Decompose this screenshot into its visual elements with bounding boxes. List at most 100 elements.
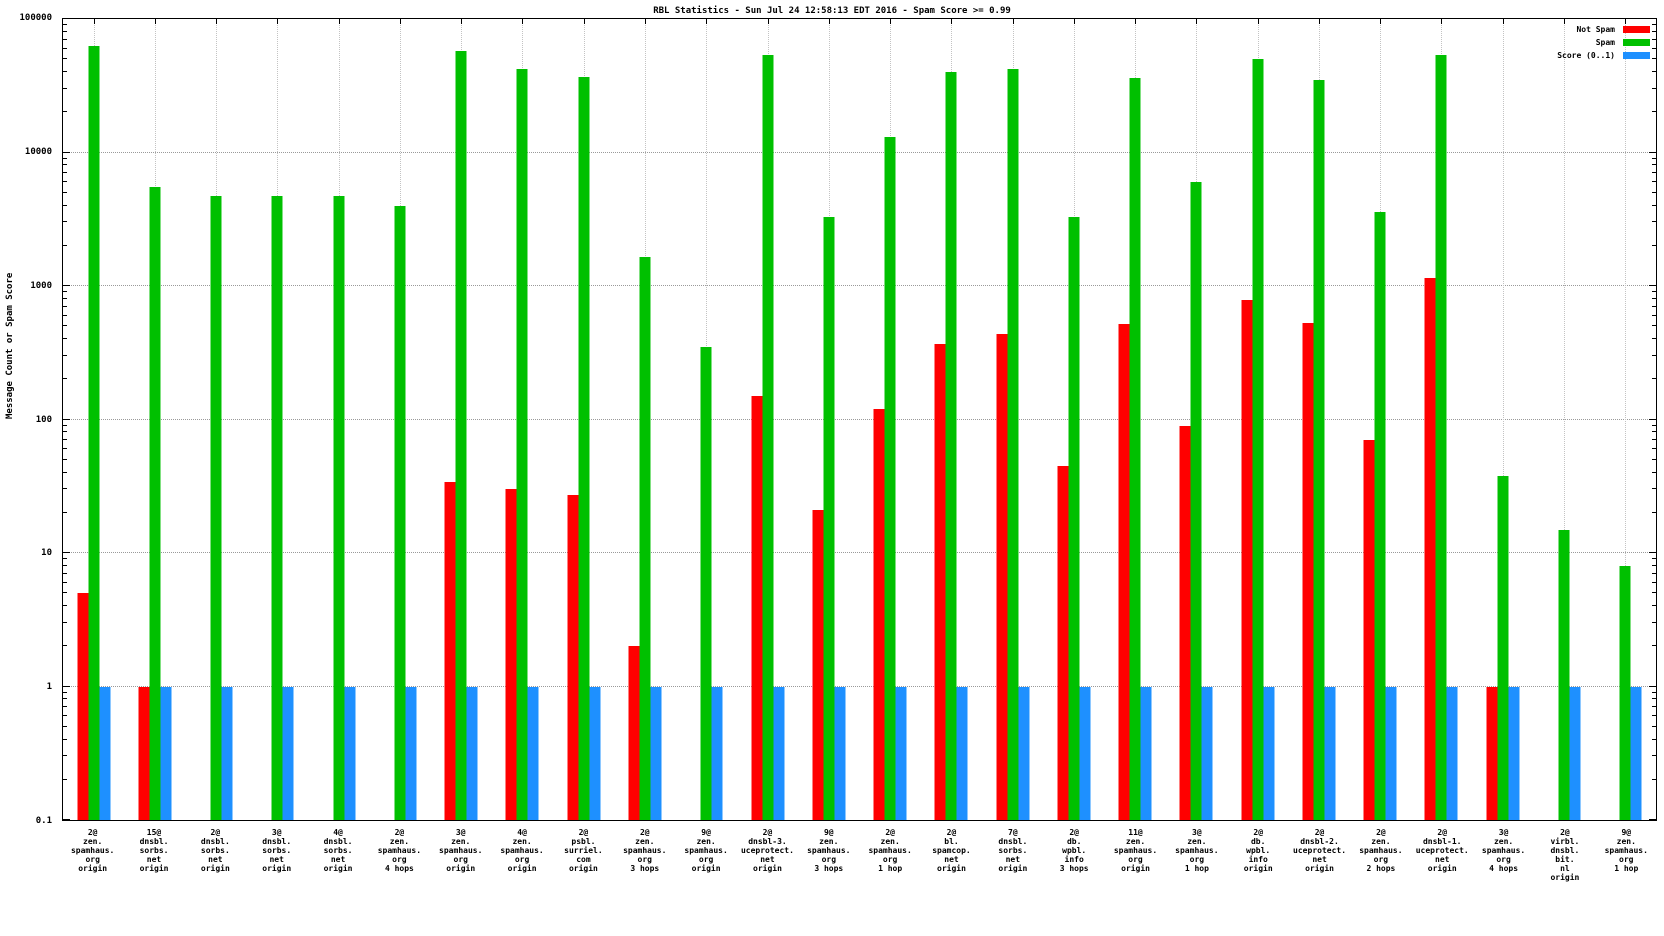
bar-spam bbox=[1435, 54, 1447, 820]
x-label-line: 2@ bbox=[394, 828, 405, 837]
x-tick-top bbox=[767, 19, 769, 24]
y-minor-tick bbox=[63, 439, 67, 441]
h-gridline bbox=[63, 685, 1656, 687]
x-category-label: 2@ dnsbl-2. uceprotect. net origin bbox=[1289, 825, 1350, 882]
bar-score-0-1 bbox=[1018, 686, 1030, 820]
bar-score-0-1 bbox=[1385, 686, 1397, 820]
bar-cluster bbox=[996, 19, 1030, 820]
category-slot bbox=[1288, 19, 1349, 820]
y-major-tick bbox=[1649, 418, 1656, 420]
bar-cluster bbox=[322, 19, 356, 820]
x-label-line: spamhaus. bbox=[1481, 846, 1526, 855]
y-minor-tick bbox=[63, 691, 67, 693]
category-slot bbox=[1350, 19, 1411, 820]
category-slot bbox=[921, 19, 982, 820]
bar-spam bbox=[1374, 211, 1386, 820]
x-label-line: 3 hops bbox=[814, 864, 844, 873]
x-label-line: origin bbox=[691, 864, 721, 873]
category-slot bbox=[1105, 19, 1166, 820]
y-major-tick bbox=[63, 151, 70, 153]
y-minor-tick bbox=[63, 47, 67, 49]
y-minor-tick bbox=[63, 431, 67, 433]
category-slot bbox=[1533, 19, 1594, 820]
x-label-line: origin bbox=[1427, 864, 1457, 873]
y-minor-tick bbox=[1652, 691, 1656, 693]
x-tick-top bbox=[461, 19, 463, 24]
y-minor-tick bbox=[63, 191, 67, 193]
y-minor-tick bbox=[63, 58, 67, 60]
bar-cluster bbox=[1179, 19, 1213, 820]
category-slot bbox=[1411, 19, 1472, 820]
y-minor-tick bbox=[1652, 354, 1656, 356]
bar-cluster bbox=[383, 19, 417, 820]
bar-spam bbox=[88, 45, 100, 820]
bar-score-0-1 bbox=[1446, 686, 1458, 820]
y-minor-tick bbox=[1652, 244, 1656, 246]
y-minor-tick bbox=[1652, 71, 1656, 73]
x-category-label: 3@ zen. spamhaus. org 4 hops bbox=[1473, 825, 1534, 882]
legend-row: Score (0..1) bbox=[1557, 49, 1650, 62]
bar-spam bbox=[1068, 216, 1080, 820]
bar-spam bbox=[271, 196, 283, 820]
x-label-line: dnsbl-3. bbox=[748, 837, 787, 846]
x-label-line: net bbox=[944, 855, 959, 864]
v-gridline bbox=[1502, 19, 1504, 820]
category-slot bbox=[676, 19, 737, 820]
category-slot bbox=[492, 19, 553, 820]
x-label-line: origin bbox=[1305, 864, 1334, 873]
x-tick-top bbox=[1625, 19, 1627, 24]
x-label-line: org bbox=[514, 855, 530, 864]
y-minor-tick bbox=[63, 111, 67, 113]
legend-label: Score (0..1) bbox=[1557, 51, 1615, 60]
plot-area: Not Spam Spam Score (0..1) bbox=[62, 18, 1657, 821]
x-category-label: 2@ bl. spamcop. net origin bbox=[921, 825, 982, 882]
bar-cluster bbox=[934, 19, 968, 820]
y-tick-label: 100 bbox=[35, 414, 52, 425]
y-major-tick bbox=[63, 418, 70, 420]
bar-not-spam bbox=[1057, 465, 1069, 820]
x-label-line: org bbox=[821, 855, 837, 864]
bar-not-spam bbox=[1241, 300, 1253, 820]
x-label-line: 9@ bbox=[1621, 828, 1632, 837]
bar-spam bbox=[700, 346, 712, 820]
y-minor-tick bbox=[63, 698, 67, 700]
h-gridline bbox=[63, 151, 1656, 153]
y-minor-tick bbox=[63, 558, 67, 560]
chart-title: RBL Statistics - Sun Jul 24 12:58:13 EDT… bbox=[653, 6, 1011, 16]
category-slot bbox=[737, 19, 798, 820]
bar-cluster bbox=[1424, 19, 1458, 820]
y-major-tick bbox=[63, 685, 70, 687]
x-label-line: 2@ bbox=[946, 828, 957, 837]
x-category-label: 2@ dnsbl-1. uceprotect. net origin bbox=[1412, 825, 1473, 882]
x-label-line: origin bbox=[1243, 864, 1273, 873]
x-label-line: 1 hop bbox=[878, 864, 903, 873]
bar-cluster bbox=[1548, 19, 1581, 820]
y-major-tick bbox=[1649, 285, 1656, 287]
bar-spam bbox=[1007, 69, 1019, 820]
bar-score-0-1 bbox=[773, 686, 785, 820]
x-category-label: 2@ db. wpbl. info origin bbox=[1228, 825, 1289, 882]
x-label-line: 4@ bbox=[517, 828, 527, 837]
x-label-line: 1 hop bbox=[1184, 864, 1209, 873]
y-minor-tick bbox=[63, 725, 67, 727]
x-label-line: origin bbox=[78, 864, 108, 873]
bar-score-0-1 bbox=[527, 686, 539, 820]
y-minor-tick bbox=[1652, 325, 1656, 327]
x-label-line: net bbox=[208, 855, 223, 864]
bar-spam bbox=[578, 76, 590, 820]
bar-not-spam bbox=[628, 646, 640, 820]
y-minor-tick bbox=[63, 71, 67, 73]
bar-cluster bbox=[1609, 19, 1642, 820]
bar-not-spam bbox=[444, 482, 456, 820]
x-label-line: net bbox=[146, 855, 162, 864]
x-tick-top bbox=[522, 19, 524, 24]
y-minor-tick bbox=[1652, 621, 1656, 623]
bar-cluster bbox=[690, 19, 723, 820]
y-major-tick bbox=[63, 552, 70, 554]
y-minor-tick bbox=[1652, 378, 1656, 380]
bar-not-spam bbox=[1424, 277, 1436, 820]
x-label-line: psbl. bbox=[571, 837, 596, 846]
y-tick-label: 1 bbox=[46, 682, 52, 693]
bar-not-spam bbox=[1302, 322, 1314, 820]
y-minor-tick bbox=[1652, 305, 1656, 307]
